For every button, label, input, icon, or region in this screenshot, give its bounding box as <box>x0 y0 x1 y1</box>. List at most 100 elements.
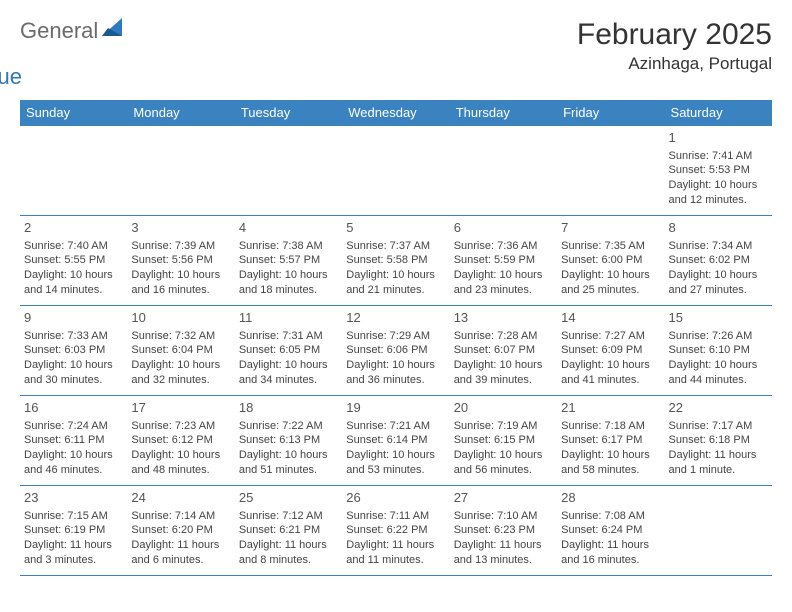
day-number: 14 <box>561 309 660 327</box>
month-title: February 2025 <box>577 18 772 52</box>
sunrise-line: Sunrise: 7:26 AM <box>669 329 768 344</box>
day-cell: 15Sunrise: 7:26 AMSunset: 6:10 PMDayligh… <box>665 306 772 396</box>
sunset-line: Sunset: 6:00 PM <box>561 253 660 268</box>
daylight-line: Daylight: 10 hours and 12 minutes. <box>669 178 768 208</box>
sunrise-line: Sunrise: 7:28 AM <box>454 329 553 344</box>
sunrise-line: Sunrise: 7:36 AM <box>454 239 553 254</box>
day-number: 13 <box>454 309 553 327</box>
empty-cell <box>127 126 234 216</box>
day-header: Wednesday <box>342 100 449 126</box>
day-number: 6 <box>454 219 553 237</box>
day-header: Friday <box>557 100 664 126</box>
sunset-line: Sunset: 6:09 PM <box>561 343 660 358</box>
day-number: 15 <box>669 309 768 327</box>
day-number: 25 <box>239 489 338 507</box>
day-cell: 13Sunrise: 7:28 AMSunset: 6:07 PMDayligh… <box>450 306 557 396</box>
sail-icon <box>102 18 126 44</box>
daylight-line: Daylight: 10 hours and 18 minutes. <box>239 268 338 298</box>
daylight-line: Daylight: 10 hours and 48 minutes. <box>131 448 230 478</box>
day-number: 24 <box>131 489 230 507</box>
day-cell: 9Sunrise: 7:33 AMSunset: 6:03 PMDaylight… <box>20 306 127 396</box>
day-cell: 24Sunrise: 7:14 AMSunset: 6:20 PMDayligh… <box>127 486 234 576</box>
sunset-line: Sunset: 6:17 PM <box>561 433 660 448</box>
day-number: 26 <box>346 489 445 507</box>
day-cell: 28Sunrise: 7:08 AMSunset: 6:24 PMDayligh… <box>557 486 664 576</box>
sunrise-line: Sunrise: 7:18 AM <box>561 419 660 434</box>
sunset-line: Sunset: 6:14 PM <box>346 433 445 448</box>
day-header: Sunday <box>20 100 127 126</box>
day-cell: 7Sunrise: 7:35 AMSunset: 6:00 PMDaylight… <box>557 216 664 306</box>
week-row: 2Sunrise: 7:40 AMSunset: 5:55 PMDaylight… <box>20 216 772 306</box>
daylight-line: Daylight: 11 hours and 3 minutes. <box>24 538 123 568</box>
sunrise-line: Sunrise: 7:31 AM <box>239 329 338 344</box>
day-cell: 22Sunrise: 7:17 AMSunset: 6:18 PMDayligh… <box>665 396 772 486</box>
week-row: 1Sunrise: 7:41 AMSunset: 5:53 PMDaylight… <box>20 126 772 216</box>
daylight-line: Daylight: 10 hours and 56 minutes. <box>454 448 553 478</box>
sunrise-line: Sunrise: 7:12 AM <box>239 509 338 524</box>
day-cell: 10Sunrise: 7:32 AMSunset: 6:04 PMDayligh… <box>127 306 234 396</box>
daylight-line: Daylight: 11 hours and 16 minutes. <box>561 538 660 568</box>
day-number: 20 <box>454 399 553 417</box>
sunset-line: Sunset: 5:58 PM <box>346 253 445 268</box>
day-header: Saturday <box>665 100 772 126</box>
title-block: February 2025 Azinhaga, Portugal <box>577 18 772 74</box>
sunrise-line: Sunrise: 7:19 AM <box>454 419 553 434</box>
day-cell: 16Sunrise: 7:24 AMSunset: 6:11 PMDayligh… <box>20 396 127 486</box>
sunrise-line: Sunrise: 7:29 AM <box>346 329 445 344</box>
empty-cell <box>235 126 342 216</box>
sunset-line: Sunset: 5:55 PM <box>24 253 123 268</box>
daylight-line: Daylight: 10 hours and 23 minutes. <box>454 268 553 298</box>
sunset-line: Sunset: 6:23 PM <box>454 523 553 538</box>
week-row: 16Sunrise: 7:24 AMSunset: 6:11 PMDayligh… <box>20 396 772 486</box>
daylight-line: Daylight: 10 hours and 41 minutes. <box>561 358 660 388</box>
day-cell: 12Sunrise: 7:29 AMSunset: 6:06 PMDayligh… <box>342 306 449 396</box>
daylight-line: Daylight: 10 hours and 21 minutes. <box>346 268 445 298</box>
brand-part2: Blue <box>0 64 22 90</box>
day-number: 17 <box>131 399 230 417</box>
daylight-line: Daylight: 10 hours and 36 minutes. <box>346 358 445 388</box>
sunrise-line: Sunrise: 7:41 AM <box>669 149 768 164</box>
sunrise-line: Sunrise: 7:17 AM <box>669 419 768 434</box>
sunset-line: Sunset: 5:57 PM <box>239 253 338 268</box>
day-cell: 14 Sunrise: 7:27 AMSunset: 6:09 PMDayligh… <box>557 306 664 396</box>
day-number: 19 <box>346 399 445 417</box>
sunrise-line: Sunrise: 7:27 AM <box>561 329 660 344</box>
sunrise-line: Sunrise: 7:32 AM <box>131 329 230 344</box>
sunset-line: Sunset: 6:22 PM <box>346 523 445 538</box>
daylight-line: Daylight: 11 hours and 11 minutes. <box>346 538 445 568</box>
location: Azinhaga, Portugal <box>577 54 772 74</box>
sunrise-line: Sunrise: 7:14 AM <box>131 509 230 524</box>
day-cell: 19Sunrise: 7:21 AMSunset: 6:14 PMDayligh… <box>342 396 449 486</box>
day-cell: 21Sunrise: 7:18 AMSunset: 6:17 PMDayligh… <box>557 396 664 486</box>
header: General Blue February 2025 Azinhaga, Por… <box>20 18 772 90</box>
sunset-line: Sunset: 6:11 PM <box>24 433 123 448</box>
daylight-line: Daylight: 11 hours and 13 minutes. <box>454 538 553 568</box>
sunset-line: Sunset: 6:10 PM <box>669 343 768 358</box>
sunset-line: Sunset: 6:05 PM <box>239 343 338 358</box>
sunset-line: Sunset: 5:53 PM <box>669 163 768 178</box>
sunrise-line: Sunrise: 7:23 AM <box>131 419 230 434</box>
day-cell: 11Sunrise: 7:31 AMSunset: 6:05 PMDayligh… <box>235 306 342 396</box>
sunset-line: Sunset: 6:19 PM <box>24 523 123 538</box>
day-cell: 20 Sunrise: 7:19 AMSunset: 6:15 PMDayligh… <box>450 396 557 486</box>
sunset-line: Sunset: 6:07 PM <box>454 343 553 358</box>
day-header: Tuesday <box>235 100 342 126</box>
daylight-line: Daylight: 10 hours and 58 minutes. <box>561 448 660 478</box>
empty-cell <box>20 126 127 216</box>
daylight-line: Daylight: 10 hours and 27 minutes. <box>669 268 768 298</box>
day-cell: 25Sunrise: 7:12 AMSunset: 6:21 PMDayligh… <box>235 486 342 576</box>
day-number: 2 <box>24 219 123 237</box>
day-cell: 5Sunrise: 7:37 AMSunset: 5:58 PMDaylight… <box>342 216 449 306</box>
sunset-line: Sunset: 6:20 PM <box>131 523 230 538</box>
day-number: 28 <box>561 489 660 507</box>
daylight-line: Daylight: 10 hours and 16 minutes. <box>131 268 230 298</box>
sunrise-line: Sunrise: 7:22 AM <box>239 419 338 434</box>
sunset-line: Sunset: 6:15 PM <box>454 433 553 448</box>
calendar-body: 1Sunrise: 7:41 AMSunset: 5:53 PMDaylight… <box>20 126 772 576</box>
day-cell: 6Sunrise: 7:36 AMSunset: 5:59 PMDaylight… <box>450 216 557 306</box>
day-cell: 17Sunrise: 7:23 AMSunset: 6:12 PMDayligh… <box>127 396 234 486</box>
sunrise-line: Sunrise: 7:24 AM <box>24 419 123 434</box>
sunrise-line: Sunrise: 7:38 AM <box>239 239 338 254</box>
day-cell: 27Sunrise: 7:10 AMSunset: 6:23 PMDayligh… <box>450 486 557 576</box>
day-cell: 23Sunrise: 7:15 AMSunset: 6:19 PMDayligh… <box>20 486 127 576</box>
